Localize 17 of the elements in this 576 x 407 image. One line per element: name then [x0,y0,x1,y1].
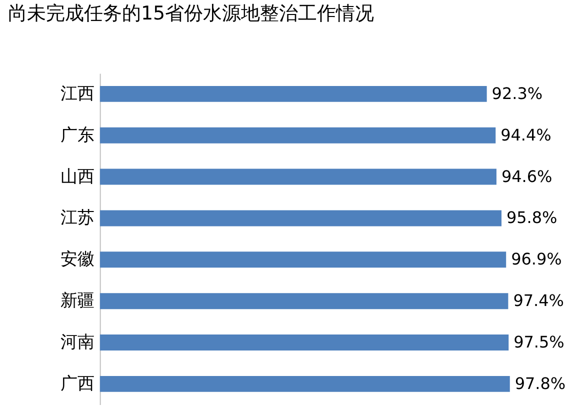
y-tick-label: 河南 [60,332,94,352]
data-label: 94.6% [501,166,552,186]
data-label: 96.9% [511,250,562,269]
data-label: 97.5% [514,332,564,352]
y-tick-label: 广西 [60,374,94,394]
chart-title: 尚未完成任务的15省份水源地整治工作情况 [8,2,374,24]
data-label: 92.3% [492,84,543,103]
y-tick-label: 江西 [60,84,94,104]
y-tick-label: 山西 [60,166,94,187]
y-tick-label: 安徽 [60,250,94,270]
data-label: 97.8% [514,374,566,393]
data-label: 94.4% [500,125,552,144]
y-tick-label: 广东 [60,125,94,146]
data-label: 97.4% [513,291,564,310]
y-tick-label: 新疆 [60,291,94,312]
y-tick-label: 江苏 [60,208,94,228]
data-label: 95.8% [506,208,558,228]
